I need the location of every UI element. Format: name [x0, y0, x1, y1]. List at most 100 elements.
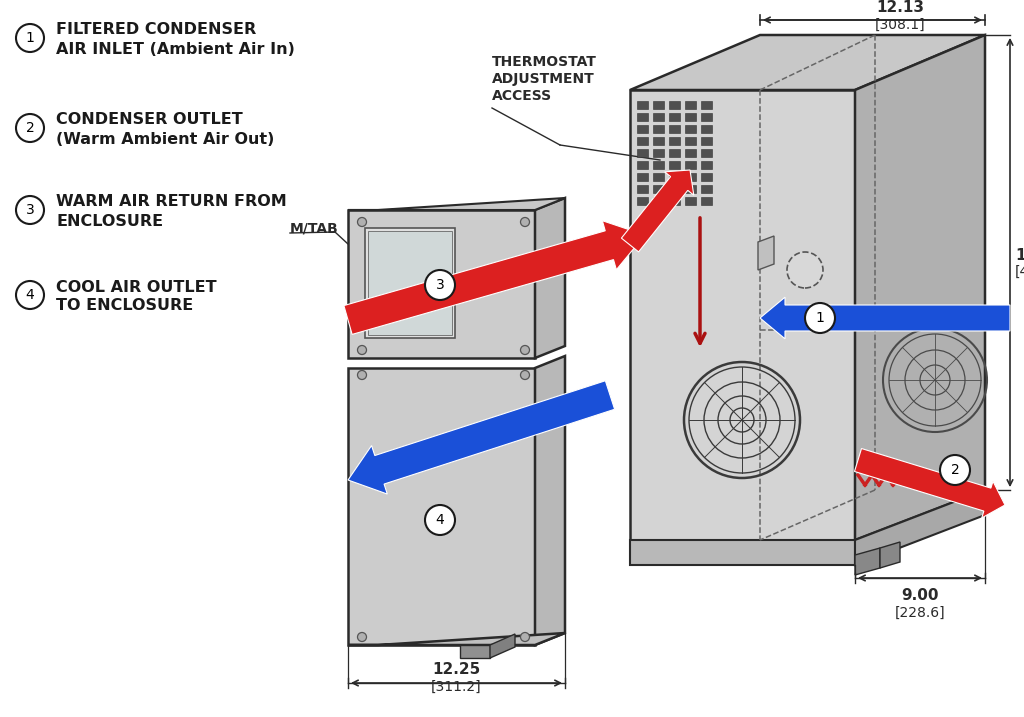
FancyArrow shape [348, 381, 614, 494]
Text: 12.13: 12.13 [876, 1, 924, 16]
Polygon shape [630, 90, 855, 540]
Polygon shape [855, 35, 985, 540]
Text: TO ENCLOSURE: TO ENCLOSURE [56, 298, 194, 313]
Bar [637, 197, 648, 205]
Text: 12.25: 12.25 [432, 663, 480, 678]
Text: COOL AIR OUTLET: COOL AIR OUTLET [56, 280, 217, 295]
Polygon shape [630, 35, 985, 90]
Bar [669, 173, 680, 181]
Circle shape [940, 455, 970, 485]
Text: [444.5]: [444.5] [1015, 265, 1024, 279]
Polygon shape [365, 228, 455, 338]
Bar [669, 149, 680, 157]
Polygon shape [348, 210, 535, 358]
Polygon shape [348, 198, 565, 210]
Polygon shape [855, 490, 985, 565]
Circle shape [787, 252, 823, 288]
Text: 3: 3 [26, 203, 35, 217]
Text: ADJUSTMENT: ADJUSTMENT [492, 72, 595, 86]
Text: CONDENSER OUTLET: CONDENSER OUTLET [56, 113, 243, 128]
Bar [701, 173, 712, 181]
Circle shape [16, 281, 44, 309]
Circle shape [805, 303, 835, 333]
Bar [669, 101, 680, 109]
Text: FILTERED CONDENSER: FILTERED CONDENSER [56, 22, 256, 37]
Bar [685, 125, 696, 133]
Circle shape [425, 270, 455, 300]
Text: 9.00: 9.00 [901, 587, 939, 602]
Bar [669, 137, 680, 145]
Bar [701, 125, 712, 133]
Bar [685, 101, 696, 109]
FancyArrow shape [854, 449, 1005, 518]
Bar [669, 185, 680, 193]
Polygon shape [758, 236, 774, 270]
Circle shape [520, 217, 529, 227]
Polygon shape [460, 645, 490, 658]
Bar [653, 125, 664, 133]
Bar [653, 113, 664, 121]
Bar [637, 113, 648, 121]
Polygon shape [535, 356, 565, 645]
Bar [637, 185, 648, 193]
Bar [669, 197, 680, 205]
Text: M/TAB: M/TAB [290, 221, 339, 235]
FancyArrow shape [344, 221, 645, 334]
Text: [228.6]: [228.6] [895, 606, 945, 620]
Bar [701, 185, 712, 193]
FancyArrow shape [622, 170, 694, 252]
Polygon shape [855, 548, 880, 575]
Bar [653, 185, 664, 193]
Bar [701, 161, 712, 169]
Text: AIR INLET (Ambient Air In): AIR INLET (Ambient Air In) [56, 42, 295, 57]
Polygon shape [348, 368, 535, 645]
Circle shape [357, 217, 367, 227]
Circle shape [520, 632, 529, 642]
Bar [701, 137, 712, 145]
Text: 1: 1 [815, 311, 824, 325]
Bar [685, 113, 696, 121]
Text: 4: 4 [435, 513, 444, 527]
Circle shape [520, 346, 529, 354]
Text: (Warm Ambient Air Out): (Warm Ambient Air Out) [56, 131, 274, 146]
Polygon shape [368, 231, 452, 335]
Text: 4: 4 [26, 288, 35, 302]
Bar [653, 149, 664, 157]
Bar [669, 161, 680, 169]
Circle shape [16, 114, 44, 142]
Text: [308.1]: [308.1] [874, 18, 926, 32]
Text: 17.50: 17.50 [1015, 247, 1024, 262]
Circle shape [357, 346, 367, 354]
Text: WARM AIR RETURN FROM: WARM AIR RETURN FROM [56, 194, 287, 209]
Polygon shape [535, 198, 565, 358]
Bar [701, 101, 712, 109]
Bar [637, 149, 648, 157]
Bar [637, 125, 648, 133]
Bar [653, 161, 664, 169]
Bar [637, 137, 648, 145]
Circle shape [425, 505, 455, 535]
Bar [669, 113, 680, 121]
Bar [685, 185, 696, 193]
Bar [701, 149, 712, 157]
Circle shape [520, 371, 529, 379]
Bar [701, 113, 712, 121]
Circle shape [16, 196, 44, 224]
Bar [685, 197, 696, 205]
Text: ACCESS: ACCESS [492, 89, 552, 103]
Bar [685, 173, 696, 181]
Bar [653, 101, 664, 109]
Polygon shape [880, 542, 900, 568]
Bar [637, 173, 648, 181]
Bar [685, 161, 696, 169]
Bar [685, 137, 696, 145]
Bar [685, 149, 696, 157]
Text: 2: 2 [950, 463, 959, 477]
Bar [637, 101, 648, 109]
Text: 2: 2 [26, 121, 35, 135]
Text: ENCLOSURE: ENCLOSURE [56, 214, 163, 229]
Polygon shape [348, 633, 565, 645]
Circle shape [357, 632, 367, 642]
Text: THERMOSTAT: THERMOSTAT [492, 55, 597, 69]
Bar [637, 161, 648, 169]
